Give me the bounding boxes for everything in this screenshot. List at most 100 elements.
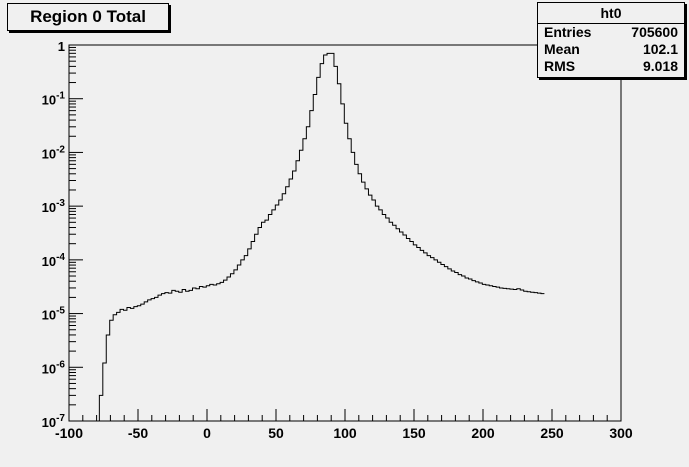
histogram-bin: [538, 293, 541, 421]
histogram-bin: [393, 225, 396, 421]
histogram-bin: [320, 64, 323, 421]
stats-box: ht0 Entries 705600 Mean 102.1 RMS 9.018: [537, 2, 685, 78]
histogram-bin: [424, 253, 427, 421]
histogram-bin: [130, 308, 133, 421]
histogram-bin: [382, 214, 385, 421]
histogram-bin: [241, 260, 244, 421]
histogram-bin: [513, 290, 516, 421]
histogram-bin: [110, 320, 113, 421]
histogram-bin: [517, 289, 520, 421]
histogram-bin: [141, 304, 144, 421]
chart-title: Region 0 Total: [7, 3, 169, 31]
stats-histogram-name: ht0: [538, 3, 684, 24]
plot-frame: [68, 44, 622, 422]
histogram-bin: [299, 150, 302, 421]
histogram-bin: [144, 302, 147, 421]
histogram-bin: [106, 335, 109, 421]
histogram-bin: [534, 293, 537, 421]
histogram-bin: [286, 187, 289, 421]
histogram-bin: [175, 291, 178, 421]
histogram-bin: [168, 293, 171, 421]
histogram-bin: [120, 309, 123, 421]
histogram-bin: [389, 222, 392, 421]
histogram-bin: [220, 282, 223, 421]
histogram-bin: [268, 214, 271, 421]
y-tick-label: 10-7: [42, 413, 66, 430]
histogram-bin: [531, 292, 534, 421]
histogram-bin: [344, 123, 347, 421]
histogram-bin: [213, 285, 216, 421]
histogram-bin: [99, 395, 102, 421]
histogram-bin: [196, 289, 199, 421]
histogram-bin: [524, 291, 527, 421]
histogram-bin: [161, 294, 164, 421]
histogram-bin: [327, 53, 330, 421]
histogram-bin: [541, 294, 544, 421]
histogram-bin: [368, 195, 371, 421]
histogram-bin: [217, 284, 220, 421]
stats-row-entries: Entries 705600: [538, 24, 684, 41]
histogram-bin: [293, 171, 296, 421]
x-tick-label: 100: [333, 425, 357, 441]
histogram-bin: [172, 290, 175, 421]
histogram-bin: [248, 249, 251, 421]
histogram-bin: [403, 235, 406, 421]
histogram-bin: [117, 312, 120, 421]
histogram-bin: [303, 139, 306, 421]
histogram-line: [98, 52, 545, 421]
histogram-bin: [348, 139, 351, 421]
histogram-bin: [493, 286, 496, 421]
y-tick-label: 10-5: [42, 306, 66, 323]
histogram-bin: [448, 269, 451, 421]
histogram-bin: [375, 206, 378, 421]
x-tick-label: -100: [55, 425, 83, 441]
histogram-bin: [482, 284, 485, 421]
stats-value: 705600: [631, 24, 678, 40]
histogram-bin: [396, 229, 399, 421]
histogram-bin: [244, 256, 247, 421]
histogram-bin: [313, 94, 316, 421]
histogram-bin: [503, 288, 506, 421]
histogram-bin: [230, 274, 233, 421]
stats-label: Mean: [544, 41, 580, 57]
histogram-bin: [127, 307, 130, 421]
histogram-bin: [331, 53, 334, 421]
histogram-bin: [289, 179, 292, 421]
histogram-bin: [189, 290, 192, 421]
histogram-bin: [451, 271, 454, 421]
histogram-bin: [251, 241, 254, 421]
histogram-bin: [265, 220, 268, 421]
histogram-bin: [462, 276, 465, 421]
histogram-bin: [420, 250, 423, 421]
y-tick-label: 10-4: [42, 252, 66, 269]
histogram-bin: [137, 306, 140, 421]
histogram-bin: [472, 281, 475, 421]
histogram-bin: [210, 284, 213, 421]
histogram-bin: [341, 104, 344, 421]
histogram-bin: [203, 287, 206, 421]
histogram-bin: [165, 293, 168, 421]
histogram-bin: [179, 292, 182, 421]
y-tick-label: 10-3: [42, 198, 66, 215]
histogram-bin: [489, 286, 492, 421]
histogram-bin: [306, 127, 309, 421]
histogram-bin: [262, 222, 265, 421]
histogram-bin: [510, 289, 513, 421]
histogram-bin: [199, 286, 202, 421]
histogram-bin: [496, 287, 499, 421]
x-tick-label: 50: [268, 425, 284, 441]
histogram-bin: [310, 111, 313, 421]
histogram-bin: [151, 299, 154, 421]
y-axis: 10-7 10-6 10-5 10-4 10-3 10-2 10-1 1: [42, 39, 83, 430]
histogram-bin: [148, 300, 151, 421]
histogram-bin: [193, 288, 196, 421]
histogram-bin: [296, 161, 299, 421]
stats-label: Entries: [544, 24, 592, 40]
histogram-bin: [427, 256, 430, 421]
histogram-bin: [410, 241, 413, 421]
histogram-bin: [124, 310, 127, 421]
histogram-bin: [324, 55, 327, 421]
histogram-bin: [255, 234, 258, 421]
histogram-bin: [351, 152, 354, 421]
histogram-bin: [158, 295, 161, 421]
